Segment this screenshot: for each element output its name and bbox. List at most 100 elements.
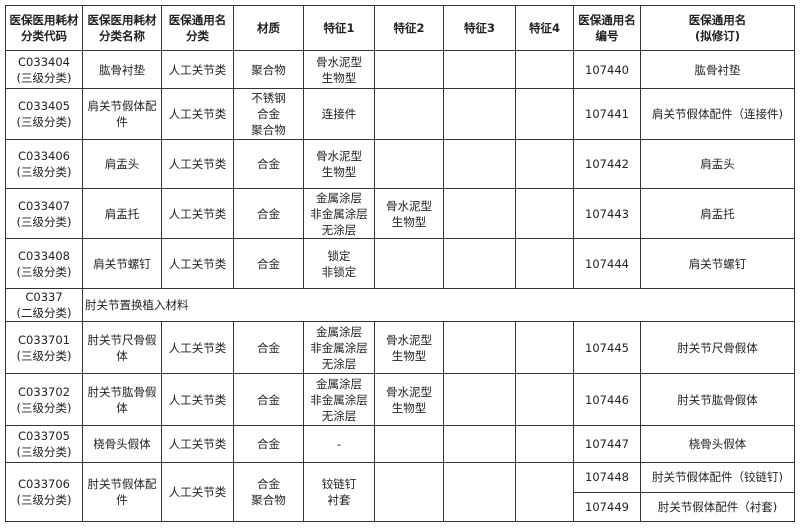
name-cell: 肘关节尺骨假 体 bbox=[82, 321, 162, 374]
generic-name-cell: 肘关节肱骨假体 bbox=[640, 373, 795, 426]
table-row: C033406 (三级分类) 肩盂头 人工关节类 合金 骨水泥型 生物型 107442 肩盂… bbox=[5, 139, 795, 189]
table-row: C033405 (三级分类) 肩关节假体配 件人工关节类 不锈钢 合金 聚合物 连接件… bbox=[5, 88, 795, 140]
feature2-cell: 骨水泥型 生物型 bbox=[374, 373, 444, 426]
category-cell: 人工关节类 bbox=[161, 238, 234, 289]
category-cell: 人工关节类 bbox=[161, 462, 234, 522]
category-cell: 人工关节类 bbox=[161, 50, 234, 89]
feature3-cell bbox=[443, 50, 516, 89]
number-cell: 107443 bbox=[573, 188, 641, 239]
feature4-cell bbox=[515, 139, 574, 189]
number-cell: 107440 bbox=[573, 50, 641, 89]
code-cell: C033407 (三级分类) bbox=[5, 188, 83, 239]
feature1-cell: 锁定 非锁定 bbox=[303, 238, 375, 289]
column-header: 医保通用名 编号 bbox=[573, 5, 641, 51]
column-header: 医保医用耗材 分类代码 bbox=[5, 5, 83, 51]
feature3-cell bbox=[443, 88, 516, 140]
table-row: C033408 (三级分类) 肩关节螺钉 人工关节类 合金 锁定 非锁定 107444 肩关… bbox=[5, 238, 795, 289]
feature2-cell bbox=[374, 50, 444, 89]
feature1-cell: - bbox=[303, 425, 375, 463]
feature3-cell bbox=[443, 462, 516, 522]
table-row: C033706 (三级分类) 肘关节假体配 件人工关节类 合金 聚合物 铰链钉 衬套 1… bbox=[5, 462, 795, 522]
feature3-cell bbox=[443, 425, 516, 463]
generic-name-cell: 肩盂托 bbox=[640, 188, 795, 239]
generic-name-cell: 肘关节假体配件（铰链钉) bbox=[640, 462, 795, 493]
code-cell: C033406 (三级分类) bbox=[5, 139, 83, 189]
header-row: 医保医用耗材 分类代码 医保医用耗材 分类名称 医保通用名 分类 材质 特征1 特征2 特征… bbox=[5, 5, 795, 51]
code-cell: C033408 (三级分类) bbox=[5, 238, 83, 289]
feature1-cell: 铰链钉 衬套 bbox=[303, 462, 375, 522]
code-cell: C033701 (三级分类) bbox=[5, 321, 83, 374]
column-header: 医保通用名 (拟修订) bbox=[640, 5, 795, 51]
material-cell: 不锈钢 合金 聚合物 bbox=[233, 88, 304, 140]
column-header: 医保通用名 分类 bbox=[161, 5, 234, 51]
code-cell: C033705 (三级分类) bbox=[5, 425, 83, 463]
feature3-cell bbox=[443, 373, 516, 426]
number-cell: 107447 bbox=[573, 425, 641, 463]
feature3-cell bbox=[443, 238, 516, 289]
material-cell: 合金 bbox=[233, 373, 304, 426]
category-cell: 人工关节类 bbox=[161, 188, 234, 239]
generic-name-cell: 桡骨头假体 bbox=[640, 425, 795, 463]
generic-name-cell: 肩关节假体配件（连接件) bbox=[640, 88, 795, 140]
generic-name-cell: 肱骨衬垫 bbox=[640, 50, 795, 89]
feature2-cell bbox=[374, 462, 444, 522]
number-cell: 107441 bbox=[573, 88, 641, 140]
section-name-cell: 肘关节置换植入材料 bbox=[82, 288, 795, 322]
feature3-cell bbox=[443, 139, 516, 189]
name-cell: 肱骨衬垫 bbox=[82, 50, 162, 89]
feature1-cell: 金属涂层 非金属涂层 无涂层 bbox=[303, 188, 375, 239]
table-row: C033407 (三级分类) 肩盂托 人工关节类 合金 金属涂层 非金属涂层 无涂层 骨水… bbox=[5, 188, 795, 239]
section-code-cell: C0337 (二级分类) bbox=[5, 288, 83, 322]
column-header: 特征2 bbox=[374, 5, 444, 51]
feature4-cell bbox=[515, 88, 574, 140]
feature4-cell bbox=[515, 462, 574, 522]
classification-table: 医保医用耗材 分类代码 医保医用耗材 分类名称 医保通用名 分类 材质 特征1 特征2 特征… bbox=[5, 5, 795, 522]
name-cell: 肩关节螺钉 bbox=[82, 238, 162, 289]
material-cell: 合金 聚合物 bbox=[233, 462, 304, 522]
generic-name-cell: 肘关节假体配件（衬套) bbox=[640, 491, 795, 522]
category-cell: 人工关节类 bbox=[161, 425, 234, 463]
feature1-cell: 连接件 bbox=[303, 88, 375, 140]
section-row: C0337 (二级分类) 肘关节置换植入材料 bbox=[5, 288, 795, 322]
column-header: 特征3 bbox=[443, 5, 516, 51]
name-cell: 肩关节假体配 件 bbox=[82, 88, 162, 140]
number-cell: 107444 bbox=[573, 238, 641, 289]
feature4-cell bbox=[515, 188, 574, 239]
number-cell: 107442 bbox=[573, 139, 641, 189]
column-header: 医保医用耗材 分类名称 bbox=[82, 5, 162, 51]
table-row: C033702 (三级分类) 肘关节肱骨假 体人工关节类 合金 金属涂层 非金属涂层 … bbox=[5, 373, 795, 426]
feature4-cell bbox=[515, 50, 574, 89]
material-cell: 合金 bbox=[233, 139, 304, 189]
name-cell: 肩盂托 bbox=[82, 188, 162, 239]
feature4-cell bbox=[515, 321, 574, 374]
feature4-cell bbox=[515, 373, 574, 426]
number-cell: 107446 bbox=[573, 373, 641, 426]
feature1-cell: 骨水泥型 生物型 bbox=[303, 139, 375, 189]
code-cell: C033405 (三级分类) bbox=[5, 88, 83, 140]
name-cell: 肘关节假体配 件 bbox=[82, 462, 162, 522]
table-row: 107449 肘关节假体配件（衬套) bbox=[6, 491, 795, 522]
name-cell: 肩盂头 bbox=[82, 139, 162, 189]
table-row: C033404 (三级分类) 肱骨衬垫 人工关节类 聚合物 骨水泥型 生物型 107440… bbox=[5, 50, 795, 89]
material-cell: 合金 bbox=[233, 425, 304, 463]
generic-name-cell: 肘关节尺骨假体 bbox=[640, 321, 795, 374]
material-cell: 合金 bbox=[233, 321, 304, 374]
column-header: 特征4 bbox=[515, 5, 574, 51]
category-cell: 人工关节类 bbox=[161, 139, 234, 189]
column-header: 材质 bbox=[233, 5, 304, 51]
feature4-cell bbox=[515, 238, 574, 289]
material-cell: 合金 bbox=[233, 188, 304, 239]
column-header: 特征1 bbox=[303, 5, 375, 51]
table-row: C033701 (三级分类) 肘关节尺骨假 体人工关节类 合金 金属涂层 非金属涂层 … bbox=[5, 321, 795, 374]
name-cell: 桡骨头假体 bbox=[82, 425, 162, 463]
material-cell: 合金 bbox=[233, 238, 304, 289]
category-cell: 人工关节类 bbox=[161, 88, 234, 140]
material-cell: 聚合物 bbox=[233, 50, 304, 89]
feature1-cell: 金属涂层 非金属涂层 无涂层 bbox=[303, 373, 375, 426]
category-cell: 人工关节类 bbox=[161, 373, 234, 426]
feature2-cell bbox=[374, 139, 444, 189]
code-cell: C033404 (三级分类) bbox=[5, 50, 83, 89]
name-cell: 肘关节肱骨假 体 bbox=[82, 373, 162, 426]
number-cell: 107445 bbox=[573, 321, 641, 374]
generic-name-cell: 肩盂头 bbox=[640, 139, 795, 189]
